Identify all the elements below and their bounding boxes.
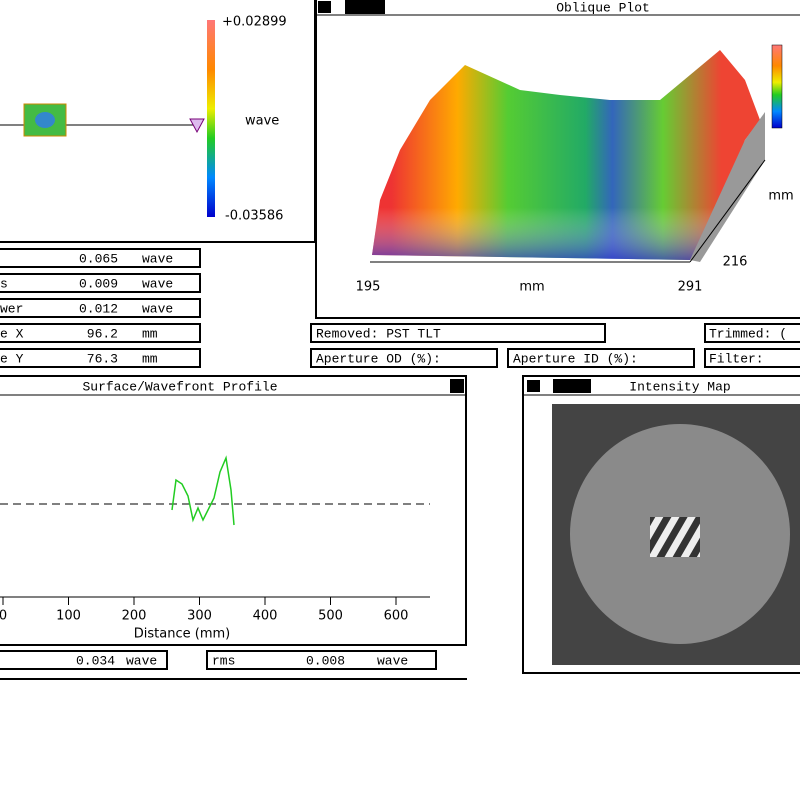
color-bar — [771, 44, 783, 129]
result-value: 0.012 — [79, 301, 118, 316]
setting: Trimmed: ( — [709, 326, 787, 341]
result-label: wer — [0, 301, 23, 316]
fringes — [650, 517, 700, 557]
stat-value: 0.034 — [76, 653, 115, 668]
x-axis-label: Distance (mm) — [134, 627, 230, 642]
logo-bg — [345, 0, 385, 14]
x-tick-label: 0 — [0, 609, 7, 624]
setting: Filter: — [709, 351, 764, 366]
color-bar — [207, 20, 215, 217]
marker[interactable] — [189, 118, 205, 134]
result-unit: wave — [142, 301, 173, 316]
settings — [310, 323, 800, 368]
result-value: 0.065 — [79, 251, 118, 266]
scale-max: +0.02899 — [222, 15, 287, 30]
stat-unit: wave — [126, 653, 157, 668]
menu-button[interactable] — [450, 379, 464, 393]
close-button[interactable] — [527, 380, 540, 392]
x-tick-label: 400 — [253, 609, 278, 624]
surface-shade — [372, 50, 760, 260]
stat-box — [206, 650, 437, 670]
result-label: e Y — [0, 351, 24, 366]
scale-min: -0.03586 — [225, 209, 283, 224]
result-label: s — [0, 276, 8, 291]
result-value: 96.2 — [87, 326, 118, 341]
panel-title: Oblique Plot — [556, 0, 650, 15]
stat-unit: wave — [377, 653, 408, 668]
stat-label: rms — [212, 653, 235, 668]
x-start: 195 — [356, 280, 381, 295]
surface-side — [690, 112, 765, 262]
x-end: 291 — [678, 280, 703, 295]
logo: zygo — [349, 0, 380, 14]
results — [0, 248, 201, 368]
setting: Removed: PST TLT — [316, 326, 441, 341]
result-unit: wave — [142, 276, 173, 291]
x-tick-label: 200 — [122, 609, 147, 624]
stat-value: 0.008 — [306, 653, 345, 668]
setting: Aperture ID (%): — [513, 351, 638, 366]
mini-map-spot — [35, 112, 55, 128]
x-tick-label: 500 — [318, 609, 343, 624]
scale-unit: wave — [245, 114, 279, 129]
result-value: 0.009 — [79, 276, 118, 291]
x-tick-label: 100 — [56, 609, 81, 624]
panel-title: Intensity Map — [629, 379, 730, 394]
result-unit: mm — [142, 326, 158, 341]
x-tick-label: 600 — [384, 609, 409, 624]
result-unit: mm — [142, 351, 158, 366]
x-tick-label: 300 — [187, 609, 212, 624]
panel-title: Surface/Wavefront Profile — [82, 379, 277, 394]
setting: Aperture OD (%): — [316, 351, 441, 366]
x-unit: mm — [519, 280, 544, 295]
logo-bg — [553, 379, 591, 393]
result-label: e X — [0, 326, 24, 341]
y-unit: mm — [768, 189, 793, 204]
result-value: 76.3 — [87, 351, 118, 366]
result-unit: wave — [142, 251, 173, 266]
y-end: 216 — [723, 255, 748, 270]
y-axis — [689, 159, 766, 263]
close-button[interactable] — [318, 1, 331, 13]
stat-box — [0, 650, 168, 670]
logo: zygo — [556, 378, 587, 393]
profile-curve — [171, 455, 235, 526]
